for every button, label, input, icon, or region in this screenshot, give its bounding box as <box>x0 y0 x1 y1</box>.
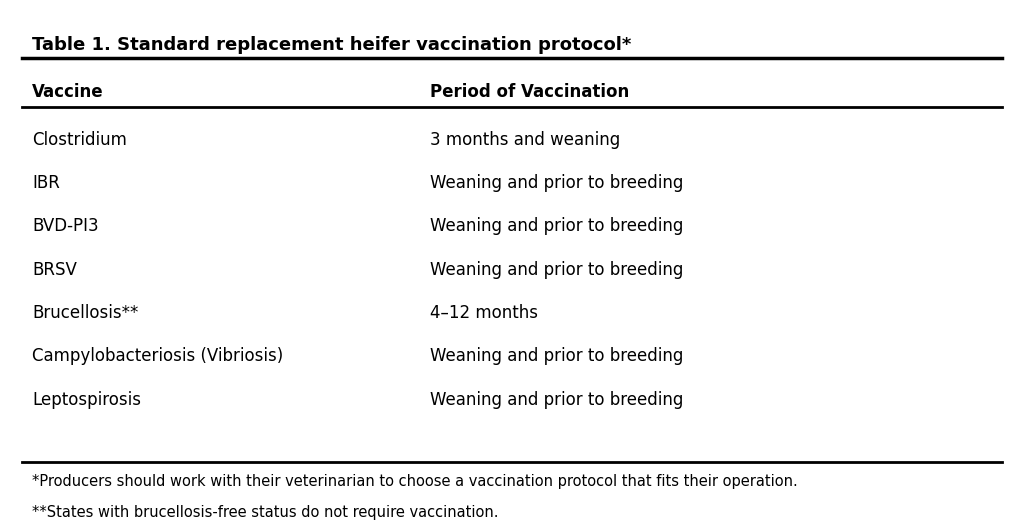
Text: Clostridium: Clostridium <box>32 131 127 149</box>
Text: 4–12 months: 4–12 months <box>430 304 539 322</box>
Text: BRSV: BRSV <box>32 261 77 279</box>
Text: Vaccine: Vaccine <box>32 83 103 101</box>
Text: Brucellosis**: Brucellosis** <box>32 304 138 322</box>
Text: Weaning and prior to breeding: Weaning and prior to breeding <box>430 261 684 279</box>
Text: Period of Vaccination: Period of Vaccination <box>430 83 630 101</box>
Text: **States with brucellosis-free status do not require vaccination.: **States with brucellosis-free status do… <box>32 505 499 520</box>
Text: Table 1. Standard replacement heifer vaccination protocol*: Table 1. Standard replacement heifer vac… <box>32 36 632 54</box>
Text: Leptospirosis: Leptospirosis <box>32 391 141 409</box>
Text: Weaning and prior to breeding: Weaning and prior to breeding <box>430 347 684 365</box>
Text: BVD-PI3: BVD-PI3 <box>32 217 98 235</box>
Text: 3 months and weaning: 3 months and weaning <box>430 131 621 149</box>
Text: *Producers should work with their veterinarian to choose a vaccination protocol : *Producers should work with their veteri… <box>32 474 798 489</box>
Text: Weaning and prior to breeding: Weaning and prior to breeding <box>430 174 684 192</box>
Text: IBR: IBR <box>32 174 59 192</box>
Text: Campylobacteriosis (Vibriosis): Campylobacteriosis (Vibriosis) <box>32 347 284 365</box>
Text: Weaning and prior to breeding: Weaning and prior to breeding <box>430 217 684 235</box>
Text: Weaning and prior to breeding: Weaning and prior to breeding <box>430 391 684 409</box>
